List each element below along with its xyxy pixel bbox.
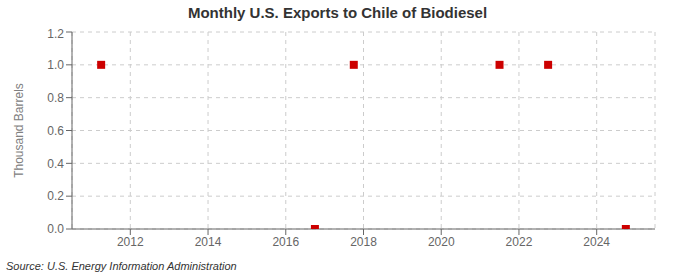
svg-text:0.6: 0.6 (47, 124, 64, 138)
svg-text:2012: 2012 (117, 235, 144, 249)
svg-text:2024: 2024 (583, 235, 610, 249)
svg-text:Thousand Barrels: Thousand Barrels (12, 83, 26, 178)
svg-text:2018: 2018 (350, 235, 377, 249)
svg-text:1.2: 1.2 (47, 27, 64, 41)
svg-text:0.8: 0.8 (47, 91, 64, 105)
svg-text:0.0: 0.0 (47, 222, 64, 236)
svg-text:0.2: 0.2 (47, 189, 64, 203)
svg-text:2020: 2020 (428, 235, 455, 249)
svg-text:2022: 2022 (506, 235, 533, 249)
html-text:Source: U.S. Energy Informatio: Source: U.S. Energy Information Administ… (6, 260, 237, 272)
html-text:Monthly U.S. Exports to Chile: Monthly U.S. Exports to Chile of Biodies… (187, 4, 488, 21)
svg-text:0.4: 0.4 (47, 157, 64, 171)
svg-text:2016: 2016 (272, 235, 299, 249)
svg-text:2014: 2014 (195, 235, 222, 249)
svg-text:1.0: 1.0 (47, 58, 64, 72)
